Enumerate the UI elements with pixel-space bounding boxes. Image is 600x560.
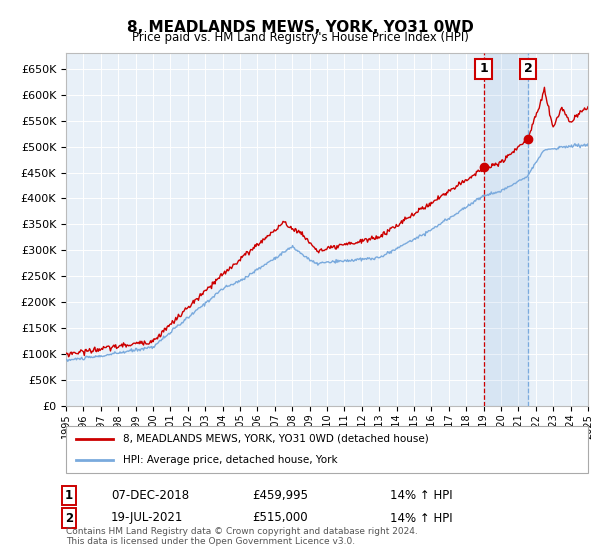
Text: HPI: Average price, detached house, York: HPI: Average price, detached house, York — [124, 455, 338, 465]
Text: 2: 2 — [65, 511, 73, 525]
Text: 1: 1 — [479, 62, 488, 75]
FancyBboxPatch shape — [66, 426, 588, 473]
Text: 8, MEADLANDS MEWS, YORK, YO31 0WD: 8, MEADLANDS MEWS, YORK, YO31 0WD — [127, 20, 473, 35]
Text: 2: 2 — [524, 62, 532, 75]
Text: Contains HM Land Registry data © Crown copyright and database right 2024.
This d: Contains HM Land Registry data © Crown c… — [66, 526, 418, 546]
Text: 14% ↑ HPI: 14% ↑ HPI — [390, 489, 452, 502]
Text: 8, MEADLANDS MEWS, YORK, YO31 0WD (detached house): 8, MEADLANDS MEWS, YORK, YO31 0WD (detac… — [124, 434, 429, 444]
Text: 1: 1 — [65, 489, 73, 502]
Bar — [484, 53, 528, 406]
Text: £459,995: £459,995 — [252, 489, 308, 502]
Text: 19-JUL-2021: 19-JUL-2021 — [111, 511, 184, 525]
Text: 07-DEC-2018: 07-DEC-2018 — [111, 489, 189, 502]
Text: £515,000: £515,000 — [252, 511, 308, 525]
Text: 14% ↑ HPI: 14% ↑ HPI — [390, 511, 452, 525]
Text: Price paid vs. HM Land Registry's House Price Index (HPI): Price paid vs. HM Land Registry's House … — [131, 31, 469, 44]
